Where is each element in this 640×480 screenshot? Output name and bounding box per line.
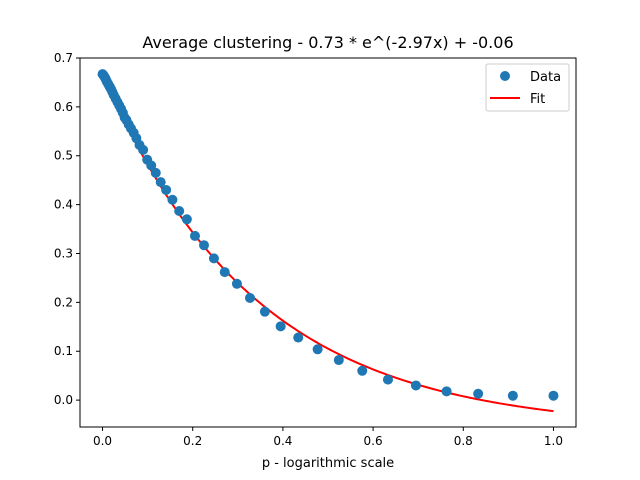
data-point <box>150 167 161 178</box>
y-tick-label: 0.5 <box>54 149 73 163</box>
x-tick-label: 0.4 <box>273 434 292 448</box>
plot-area <box>97 69 559 413</box>
y-tick-label: 0.0 <box>54 393 73 407</box>
data-point <box>548 390 559 401</box>
data-point <box>473 388 484 399</box>
legend-data-marker <box>500 71 510 81</box>
y-tick-label: 0.7 <box>54 51 73 65</box>
data-point <box>199 240 209 251</box>
data-point <box>293 332 304 343</box>
data-point <box>174 205 185 216</box>
x-tick-label: 1.0 <box>544 434 563 448</box>
data-point <box>382 374 393 385</box>
legend-data-label: Data <box>530 70 561 85</box>
data-point <box>161 184 172 195</box>
data-point <box>410 380 421 391</box>
data-point <box>244 292 255 303</box>
data-point <box>275 321 286 332</box>
data-point <box>208 253 219 264</box>
data-point <box>259 306 270 317</box>
legend-fit-label: Fit <box>530 92 545 107</box>
data-point <box>167 194 178 205</box>
y-tick-label: 0.4 <box>54 198 73 212</box>
x-tick-label: 0.0 <box>93 434 112 448</box>
y-tick-label: 0.6 <box>54 100 73 114</box>
y-tick-label: 0.3 <box>54 246 73 260</box>
data-point <box>507 390 518 401</box>
data-point <box>189 230 200 241</box>
data-point <box>181 214 192 225</box>
chart-title: Average clustering - 0.73 * e^(-2.97x) +… <box>142 33 513 52</box>
data-point <box>312 344 323 355</box>
data-point <box>146 160 157 171</box>
x-axis-ticks: 0.0 0.2 0.4 0.6 0.8 1.0 <box>93 427 563 448</box>
data-point <box>155 177 166 188</box>
axes-frame <box>79 57 577 428</box>
x-axis-label: p - logarithmic scale <box>262 456 394 471</box>
data-point <box>357 365 368 376</box>
x-tick-label: 0.8 <box>454 434 473 448</box>
y-axis-ticks: 0.0 0.1 0.2 0.3 0.4 0.5 0.6 0.7 <box>54 51 80 407</box>
x-tick-label: 0.2 <box>183 434 202 448</box>
y-tick-label: 0.1 <box>54 344 73 358</box>
legend: Data Fit <box>485 63 570 112</box>
x-tick-label: 0.6 <box>364 434 383 448</box>
data-point <box>138 144 149 155</box>
data-point <box>231 278 242 289</box>
data-point <box>441 386 452 397</box>
scatter-points <box>97 69 559 401</box>
data-point <box>219 267 230 278</box>
data-point <box>333 355 344 366</box>
y-tick-label: 0.2 <box>54 295 73 309</box>
